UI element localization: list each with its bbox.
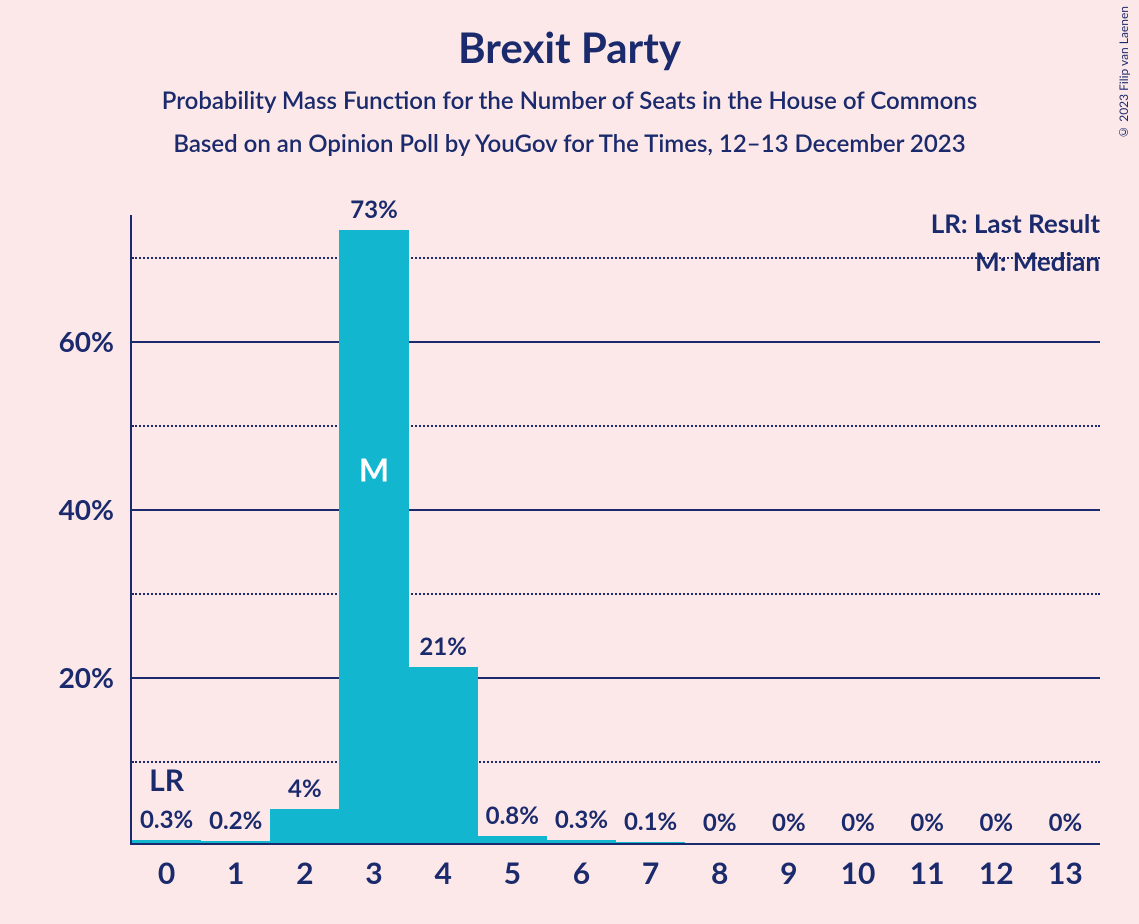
y-tick-label: 20% <box>59 660 114 694</box>
grid-major-line <box>132 677 1100 679</box>
x-tick-label: 7 <box>642 855 659 891</box>
bar-value-label: 73% <box>350 195 398 224</box>
grid-minor-line <box>132 593 1100 595</box>
bar <box>201 841 270 843</box>
bar <box>270 809 339 843</box>
x-tick-label: 13 <box>1048 855 1083 891</box>
x-tick-label: 8 <box>711 855 728 891</box>
plot-area: 20%40%60%0.3%0.2%4%73%21%0.8%0.3%0.1%0%0… <box>130 215 1100 845</box>
y-axis <box>130 215 132 845</box>
bar <box>132 840 201 843</box>
x-tick-label: 5 <box>504 855 521 891</box>
bar-value-label: 4% <box>288 774 322 803</box>
bar <box>409 667 478 843</box>
bar-value-label: 0% <box>772 808 806 837</box>
bar <box>616 842 685 843</box>
bar-value-label: 0% <box>979 808 1013 837</box>
grid-major-line <box>132 341 1100 343</box>
legend-lr: LR: Last Result <box>931 207 1100 239</box>
bar-value-label: 0.1% <box>624 807 677 836</box>
bar-value-label: 0% <box>1049 808 1083 837</box>
bar <box>478 836 547 843</box>
legend-m: M: Median <box>975 245 1100 277</box>
bar <box>547 840 616 843</box>
bar-value-label: 0% <box>910 808 944 837</box>
x-tick-label: 10 <box>841 855 876 891</box>
x-tick-label: 12 <box>979 855 1014 891</box>
lr-marker: LR <box>149 762 184 798</box>
chart-subtitle-2: Based on an Opinion Poll by YouGov for T… <box>0 129 1139 158</box>
x-tick-label: 4 <box>434 855 451 891</box>
grid-minor-line <box>132 425 1100 427</box>
chart-subtitle-1: Probability Mass Function for the Number… <box>0 86 1139 115</box>
x-tick-label: 2 <box>296 855 313 891</box>
x-tick-label: 9 <box>780 855 797 891</box>
bar-value-label: 0% <box>703 808 737 837</box>
x-tick-label: 1 <box>227 855 244 891</box>
bar-value-label: 0.8% <box>486 801 539 830</box>
bar-value-label: 21% <box>419 632 467 661</box>
grid-minor-line <box>132 257 1100 259</box>
grid-minor-line <box>132 761 1100 763</box>
bar <box>339 230 408 843</box>
x-axis <box>130 843 1100 845</box>
chart-title: Brexit Party <box>0 0 1139 72</box>
grid-major-line <box>132 509 1100 511</box>
chart-area: 20%40%60%0.3%0.2%4%73%21%0.8%0.3%0.1%0%0… <box>40 215 1110 905</box>
x-tick-label: 6 <box>573 855 590 891</box>
y-tick-label: 40% <box>59 492 114 526</box>
x-tick-label: 0 <box>158 855 175 891</box>
bar-value-label: 0.2% <box>209 806 262 835</box>
x-tick-label: 11 <box>910 855 945 891</box>
copyright-text: © 2023 Filip van Laenen <box>1116 6 1131 140</box>
y-tick-label: 60% <box>59 324 114 358</box>
median-marker: M <box>359 449 389 488</box>
bar-value-label: 0.3% <box>140 805 193 834</box>
bar-value-label: 0% <box>841 808 875 837</box>
bar-value-label: 0.3% <box>555 805 608 834</box>
x-tick-label: 3 <box>365 855 382 891</box>
